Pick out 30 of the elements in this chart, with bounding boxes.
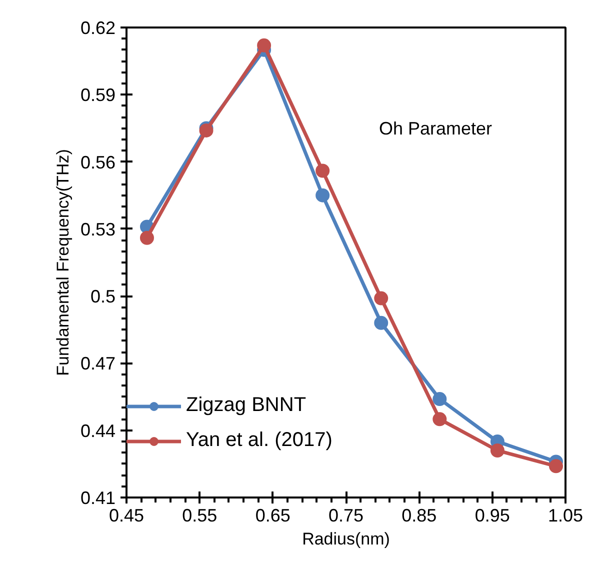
y-tick-label: 0.53: [80, 219, 116, 240]
y-tick-label: 0.47: [80, 354, 116, 374]
y-axis-title: Fundamental Frequency(THz): [53, 149, 72, 376]
y-tick-label: 0.5: [90, 286, 116, 307]
x-tick-label: 0.65: [255, 506, 290, 526]
point: [374, 316, 388, 330]
point: [432, 392, 447, 406]
y-tick-label: 0.56: [80, 152, 116, 172]
point: [490, 444, 504, 458]
x-tick-label: 0.95: [474, 506, 510, 526]
point: [316, 164, 330, 178]
x-tick-label: 0.45: [108, 506, 144, 526]
y-tick-label: 0.41: [80, 488, 116, 508]
point: [374, 291, 388, 306]
legend-label: Zigzag BNNT: [186, 394, 306, 417]
point: [140, 230, 154, 245]
x-axis-title: Radius(nm): [302, 530, 390, 548]
x-tick-label: 0.55: [182, 506, 218, 526]
legend-label: Yan et al. (2017): [186, 429, 332, 452]
x-tick-label: 0.85: [402, 506, 437, 526]
point: [432, 412, 447, 426]
y-tick-label: 0.59: [80, 85, 116, 106]
point: [257, 38, 272, 52]
annotation: Oh Parameter: [378, 118, 492, 138]
y-tick-label: 0.62: [80, 18, 116, 38]
x-tick-label: 0.75: [328, 506, 364, 526]
x-tick-label: 1.05: [548, 506, 584, 526]
y-tick-label: 0.44: [80, 420, 116, 441]
point: [548, 459, 563, 474]
point: [316, 188, 330, 202]
